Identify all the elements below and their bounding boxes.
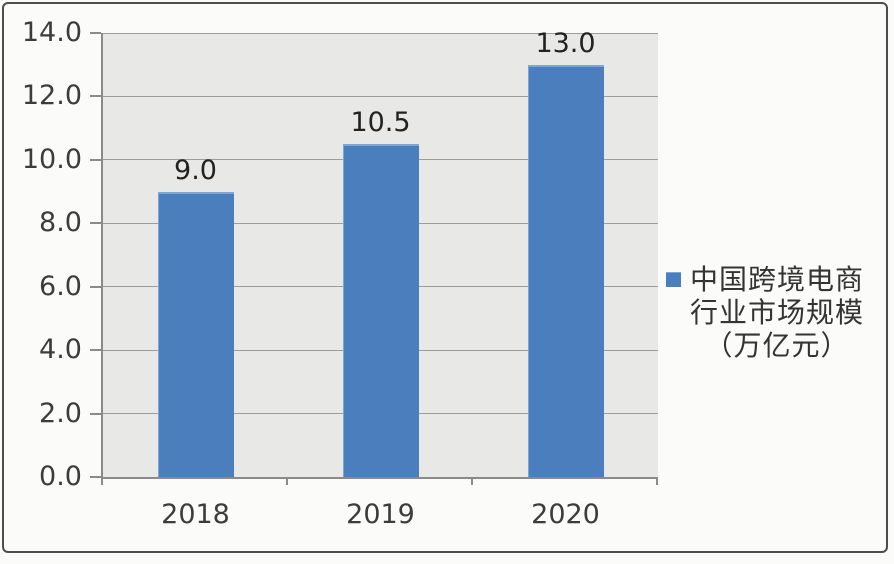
- y-tick-label: 10.0: [21, 143, 82, 175]
- bar-2020: [527, 64, 604, 477]
- bar-value-label: 13.0: [535, 27, 596, 59]
- x-tick-label: 2020: [531, 499, 600, 530]
- gridline: [103, 95, 658, 97]
- bar-2018: [157, 191, 234, 477]
- y-tick-label: 6.0: [39, 270, 82, 302]
- y-axis-tick: [90, 349, 101, 352]
- legend-marker-icon: [666, 272, 681, 287]
- y-tick-label: 2.0: [39, 397, 82, 429]
- y-axis-tick: [90, 158, 101, 161]
- y-axis-tick: [90, 32, 101, 34]
- y-tick-label: 12.0: [21, 80, 82, 112]
- legend-line: 行业市场规模: [690, 296, 865, 329]
- x-axis-tick: [286, 477, 288, 485]
- y-axis-tick: [90, 222, 101, 225]
- legend-line: （万亿元）: [704, 329, 850, 362]
- legend: 中国跨境电商 行业市场规模 （万亿元）: [666, 263, 864, 362]
- gridline: [103, 32, 658, 34]
- x-tick-label: 2019: [346, 499, 415, 530]
- x-axis-tick: [471, 477, 473, 485]
- x-axis-tick: [101, 477, 103, 485]
- bar-value-label: 9.0: [174, 154, 217, 186]
- y-axis-tick: [90, 412, 101, 415]
- y-axis-tick: [90, 285, 101, 288]
- y-tick-label: 0.0: [39, 461, 82, 492]
- y-axis-tick: [90, 95, 101, 98]
- y-axis-tick: [90, 476, 101, 478]
- y-tick-label: 8.0: [39, 207, 82, 239]
- bar-2019: [342, 144, 419, 477]
- legend-line: 中国跨境电商: [690, 263, 865, 296]
- y-tick-label: 4.0: [39, 334, 82, 366]
- x-tick-label: 2018: [161, 499, 230, 530]
- plot-area: 9.0 10.5 13.0: [101, 28, 658, 479]
- x-axis-tick: [656, 477, 658, 485]
- bar-value-label: 10.5: [350, 107, 411, 138]
- y-tick-label: 14.0: [21, 17, 82, 48]
- legend-label: 中国跨境电商 行业市场规模 （万亿元）: [690, 263, 864, 362]
